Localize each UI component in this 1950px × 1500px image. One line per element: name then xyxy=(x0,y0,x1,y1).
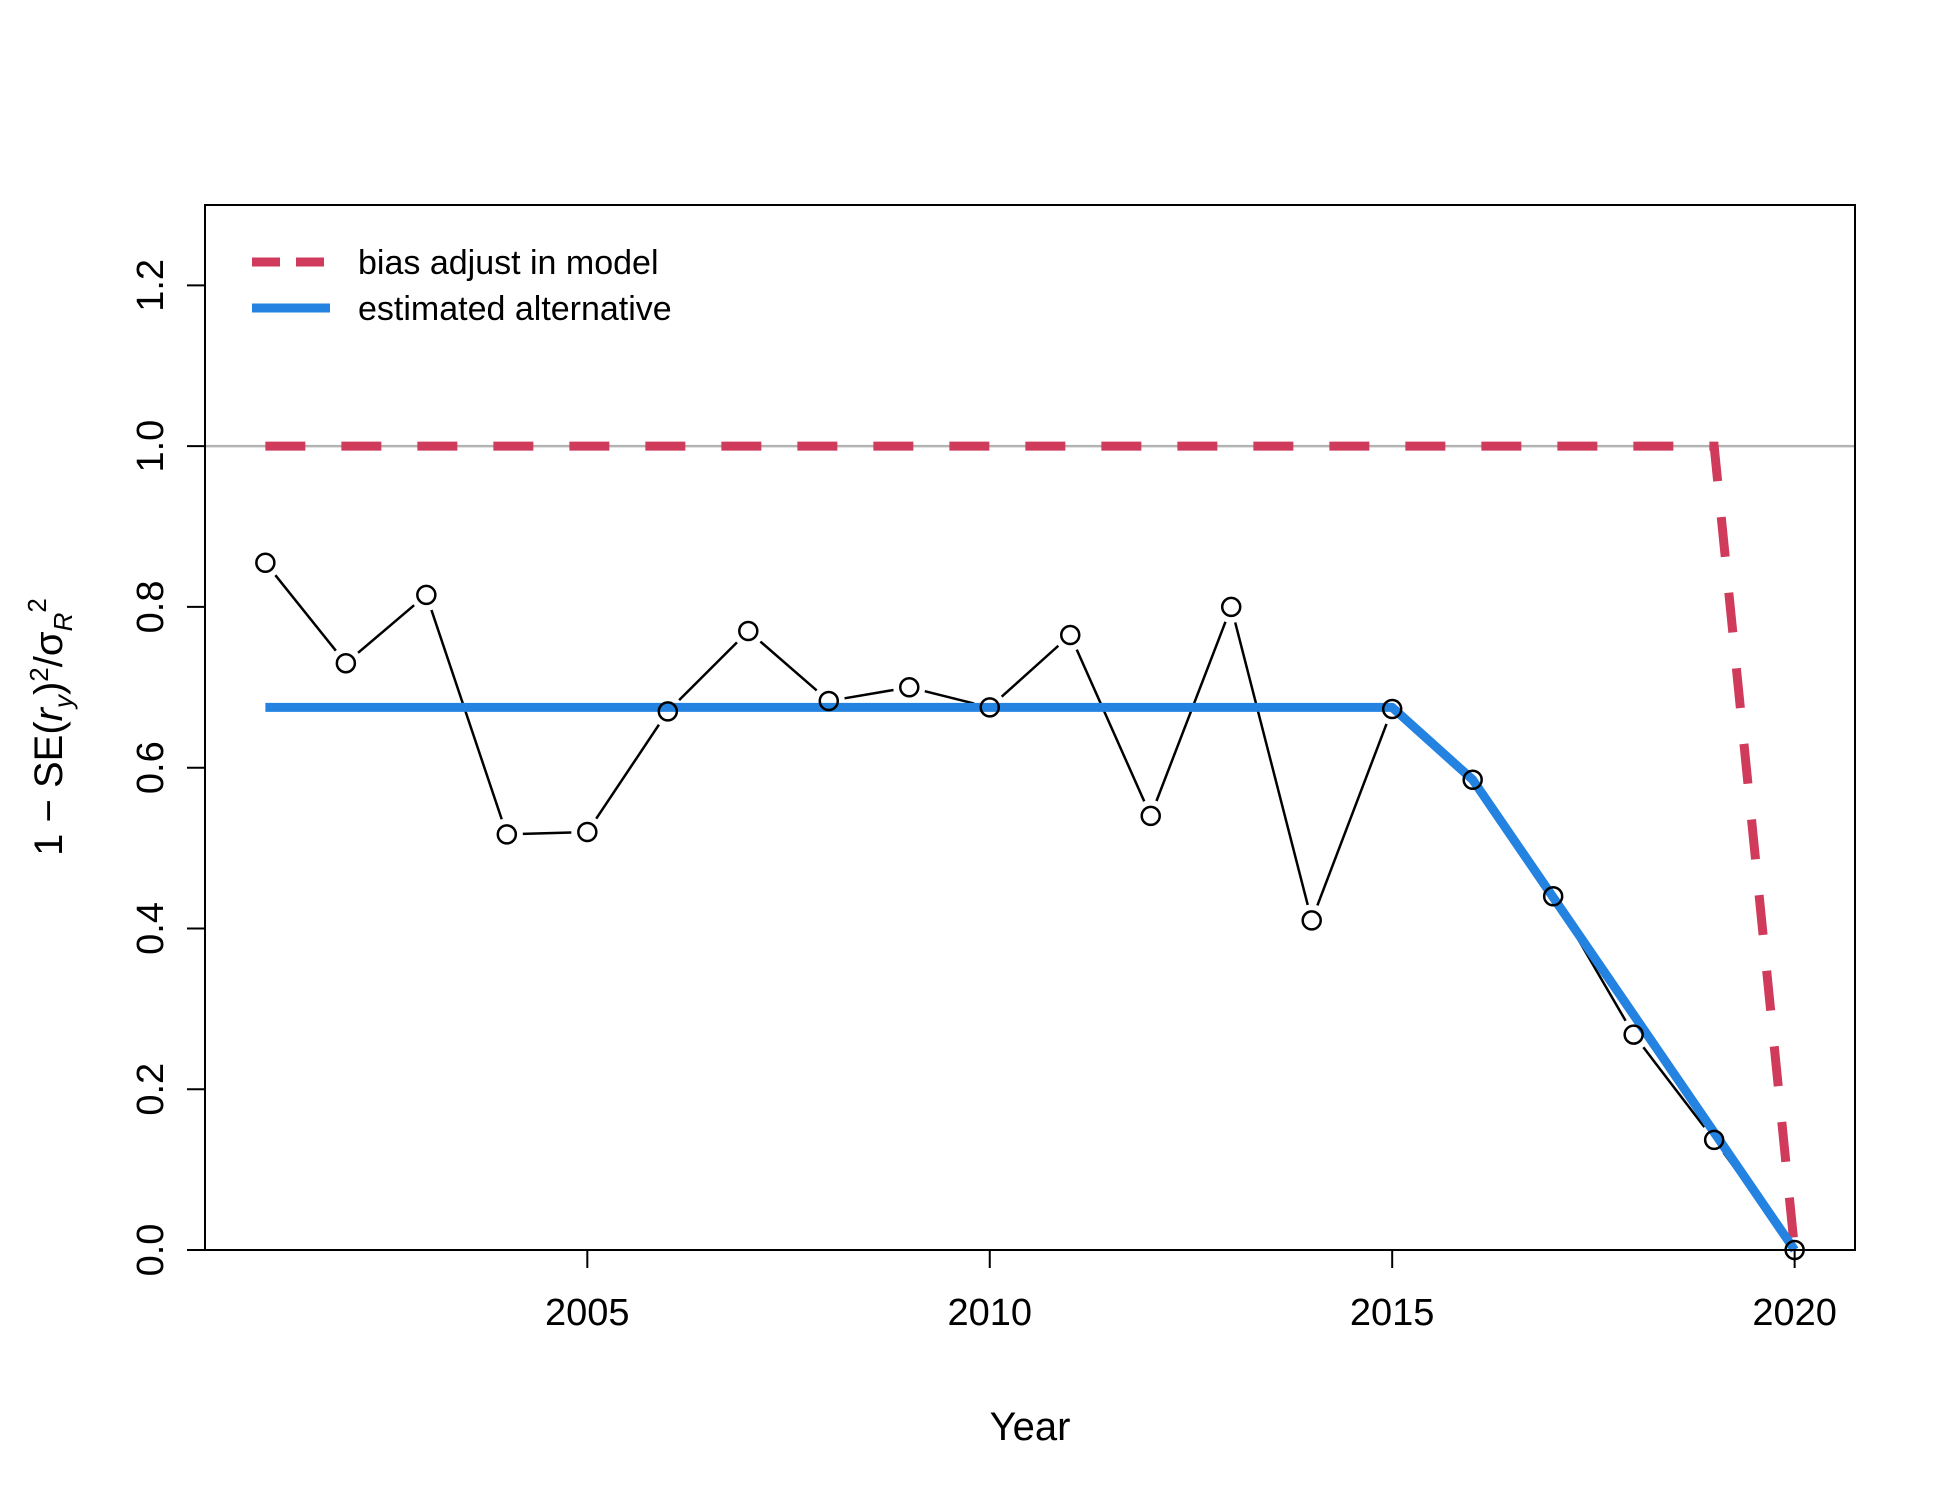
series-segment xyxy=(274,574,337,652)
legend: bias adjust in model estimated alternati… xyxy=(252,244,672,328)
data-point xyxy=(657,701,679,722)
x-axis-title: Year xyxy=(990,1405,1071,1449)
legend-label-bias-adjust: bias adjust in model xyxy=(358,244,659,282)
x-tick-label: 2015 xyxy=(1350,1292,1435,1334)
plot-area xyxy=(205,441,1855,1261)
series-line-estimated-alternative xyxy=(265,702,1799,1253)
data-point xyxy=(577,821,598,843)
data-point xyxy=(899,677,920,698)
x-tick-label: 2005 xyxy=(545,1292,630,1334)
data-point xyxy=(1059,624,1081,646)
series-segment xyxy=(357,604,415,654)
data-point xyxy=(335,652,357,674)
series-segment xyxy=(844,688,894,700)
data-point xyxy=(416,584,437,606)
y-tick-label: 0.0 xyxy=(130,1224,172,1277)
data-point xyxy=(1703,1129,1725,1151)
y-axis-title: 1 − SE(ry)2/σR2 xyxy=(22,598,78,856)
series-segment xyxy=(595,724,660,820)
x-tick-label: 2020 xyxy=(1752,1292,1837,1334)
y-tick-label: 1.2 xyxy=(130,259,172,312)
y-tick-label: 0.4 xyxy=(130,902,172,955)
series-segment xyxy=(759,640,818,692)
series-segment xyxy=(1000,644,1060,698)
legend-label-estimated-alternative: estimated alternative xyxy=(358,290,672,328)
series-segment xyxy=(1642,1046,1706,1128)
data-point xyxy=(1381,698,1403,720)
y-tick-label: 0.6 xyxy=(130,741,172,794)
y-tick-label: 0.8 xyxy=(130,581,172,634)
data-point xyxy=(1220,596,1242,618)
x-tick-label: 2010 xyxy=(947,1292,1032,1334)
series-segment xyxy=(1075,649,1146,802)
series-line-bias-adjust xyxy=(265,441,1800,1251)
x-axis: 2005 2010 2015 2020 xyxy=(545,1250,1837,1334)
data-point xyxy=(738,620,759,642)
series-segment xyxy=(1316,723,1388,906)
svg-text:1 − SE(ry)2/σR2: 1 − SE(ry)2/σR2 xyxy=(22,598,78,856)
data-point xyxy=(818,690,840,712)
data-point xyxy=(1301,910,1322,931)
series-segment xyxy=(522,831,572,836)
plot-frame xyxy=(204,204,1856,1251)
data-point xyxy=(1542,886,1564,907)
y-tick-label: 0.2 xyxy=(130,1063,172,1116)
series-segment xyxy=(430,609,503,820)
y-tick-label: 1.0 xyxy=(130,420,172,473)
series-segment xyxy=(678,641,738,702)
y-axis: 0.0 0.2 0.4 0.6 0.8 1.0 1.2 xyxy=(130,259,205,1276)
data-point xyxy=(496,824,518,845)
data-point xyxy=(1462,769,1483,790)
data-point xyxy=(1140,805,1161,827)
data-point xyxy=(255,552,276,573)
series-segment xyxy=(924,689,975,705)
series-segment xyxy=(1233,622,1309,906)
data-point xyxy=(979,697,1001,718)
data-point xyxy=(1623,1024,1644,1045)
